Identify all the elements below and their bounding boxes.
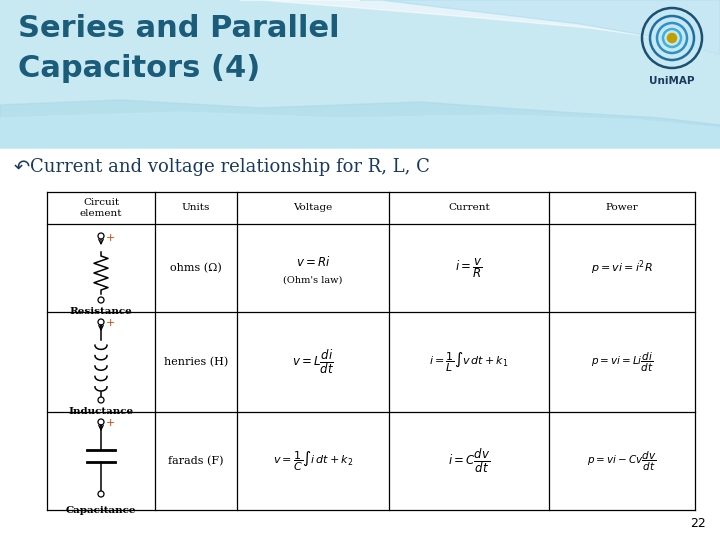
Circle shape bbox=[98, 297, 104, 303]
Text: $i = \dfrac{v}{R}$: $i = \dfrac{v}{R}$ bbox=[455, 256, 483, 280]
Text: ↶: ↶ bbox=[14, 158, 30, 177]
Text: Series and Parallel: Series and Parallel bbox=[18, 14, 340, 43]
Text: (Ohm's law): (Ohm's law) bbox=[283, 275, 343, 285]
Text: farads (F): farads (F) bbox=[168, 456, 224, 466]
Polygon shape bbox=[240, 0, 720, 55]
Text: $i = \dfrac{1}{L}\int v\,dt + k_1$: $i = \dfrac{1}{L}\int v\,dt + k_1$ bbox=[429, 350, 509, 374]
Polygon shape bbox=[0, 112, 720, 148]
Text: Voltage: Voltage bbox=[293, 204, 333, 213]
Text: Current and voltage relationship for R, L, C: Current and voltage relationship for R, … bbox=[30, 158, 430, 176]
Text: $p = vi = Li\dfrac{di}{dt}$: $p = vi = Li\dfrac{di}{dt}$ bbox=[590, 350, 653, 374]
Circle shape bbox=[668, 34, 676, 42]
Text: Units: Units bbox=[182, 204, 210, 213]
Polygon shape bbox=[0, 100, 720, 148]
Text: Current: Current bbox=[448, 204, 490, 213]
Text: 22: 22 bbox=[690, 517, 706, 530]
Text: Resistance: Resistance bbox=[70, 307, 132, 316]
Circle shape bbox=[98, 419, 104, 425]
Text: $v = Ri$: $v = Ri$ bbox=[296, 255, 330, 269]
Text: Circuit
element: Circuit element bbox=[80, 198, 122, 218]
Text: $i = C\dfrac{dv}{dt}$: $i = C\dfrac{dv}{dt}$ bbox=[448, 447, 490, 475]
Bar bbox=[47, 192, 695, 510]
Text: Capacitors (4): Capacitors (4) bbox=[18, 54, 260, 83]
Circle shape bbox=[98, 491, 104, 497]
Text: Power: Power bbox=[606, 204, 639, 213]
Text: $v = L\dfrac{di}{dt}$: $v = L\dfrac{di}{dt}$ bbox=[292, 348, 334, 376]
Text: $p = vi = i^2R$: $p = vi = i^2R$ bbox=[591, 259, 653, 278]
Circle shape bbox=[98, 397, 104, 403]
Bar bbox=[0, 148, 720, 540]
Text: Inductance: Inductance bbox=[68, 407, 134, 416]
Text: Capacitance: Capacitance bbox=[66, 506, 136, 515]
Circle shape bbox=[98, 233, 104, 239]
Text: ohms (Ω): ohms (Ω) bbox=[170, 263, 222, 273]
Text: $p = vi - Cv\dfrac{dv}{dt}$: $p = vi - Cv\dfrac{dv}{dt}$ bbox=[588, 449, 657, 472]
Text: $v = \dfrac{1}{C}\int i\,dt + k_2$: $v = \dfrac{1}{C}\int i\,dt + k_2$ bbox=[273, 449, 353, 472]
Text: henries (H): henries (H) bbox=[164, 357, 228, 367]
Text: UniMAP: UniMAP bbox=[649, 76, 695, 86]
Text: +: + bbox=[106, 233, 115, 243]
Bar bbox=[0, 0, 720, 148]
Circle shape bbox=[98, 319, 104, 325]
Polygon shape bbox=[360, 0, 720, 55]
Text: +: + bbox=[106, 418, 115, 428]
Text: +: + bbox=[106, 318, 115, 328]
